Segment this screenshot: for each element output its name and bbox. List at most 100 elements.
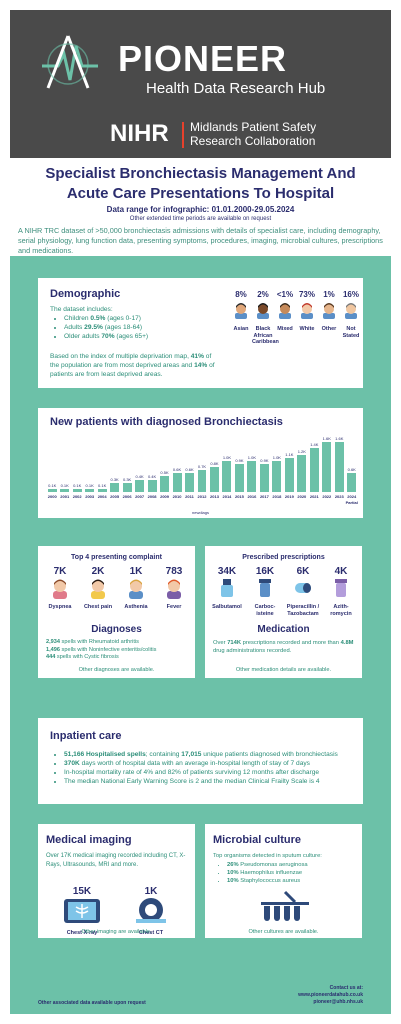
chart-bar: [197, 470, 207, 492]
diagnosis-item: 2,934 spells with Rheumatoid arthritis: [46, 639, 139, 645]
prescription-label: Carboc-isteine: [254, 604, 276, 617]
chart-category-label: 2001: [60, 494, 70, 499]
chart-value-label: 1.6K: [335, 436, 344, 441]
chart-value-label: 0.9K: [235, 457, 244, 463]
chart-category-label: 2013: [210, 494, 219, 499]
brand-subtitle: Health Data Research Hub: [146, 80, 326, 97]
medicine-bottle-icon: [259, 579, 271, 597]
content-panel: Demographic The dataset includes: Childr…: [10, 256, 391, 1014]
prescription-count: 16K: [255, 566, 275, 577]
inpatient-item: 370K days worth of hospital data with an…: [64, 759, 369, 768]
chart-bar: [60, 488, 70, 492]
chart-category-label: 2018: [272, 494, 282, 499]
microbial-list: 26% Pseudomonas aeruginosa 10% Haemophil…: [213, 861, 308, 885]
ct-scanner-icon: [136, 898, 166, 923]
chart-value-label: 1.2K: [297, 448, 306, 454]
ethnicity-pct: 1%: [323, 290, 335, 299]
prescription-label: Piperacillin / Tazobactam: [286, 604, 320, 617]
chart-bar: [47, 488, 57, 492]
chart-value-label: 0.1K: [73, 482, 82, 488]
diagnoses-list: 2,934 spells with Rheumatoid arthritis 1…: [46, 639, 191, 662]
chart-value-label: 1.4K: [310, 442, 319, 448]
chart-category-label: 2021: [309, 494, 319, 499]
chart-value-label: 0.1K: [48, 482, 57, 488]
complaint-count: 2K: [91, 566, 105, 577]
inpatient-heading: Inpatient care: [50, 730, 122, 742]
chart-category-label: 2022: [322, 494, 332, 499]
ethnicity-item: 1% Other: [318, 290, 340, 333]
demographic-includes: The dataset includes:: [50, 306, 113, 313]
chart-bar: [135, 479, 145, 492]
xray-icon: [64, 899, 100, 923]
person-icon: [301, 303, 313, 319]
inhaler-icon: [221, 579, 233, 597]
footer-contact: Contact us at: www.pioneerdatahub.co.uk …: [298, 985, 363, 1006]
ethnicity-label: Not Stated: [342, 326, 360, 339]
prescription-count: 6K: [296, 566, 310, 577]
brand-name: PIONEER: [118, 38, 288, 79]
demographic-heading: Demographic: [50, 288, 121, 300]
medicine-bottle-icon: [335, 579, 347, 597]
chart-bar: [222, 460, 232, 492]
chart-category-label: 2020: [297, 494, 307, 499]
chart-category-label: 2002: [72, 494, 82, 499]
chart-category-label: 2014: [222, 494, 232, 499]
imaging-xray-count: 15K: [72, 886, 92, 897]
chart-category-label: 2017: [259, 494, 269, 499]
nihr-divider: [182, 122, 184, 148]
contact-label: Contact us at:: [329, 985, 363, 991]
microbial-heading: Microbial culture: [213, 834, 302, 846]
chart-value-label: 0.9K: [260, 457, 269, 463]
prescription-count: 34K: [217, 566, 237, 577]
chart-bar: [334, 442, 344, 492]
chart-bar: [147, 479, 157, 492]
microbial-card: Microbial culture Top organisms detected…: [205, 824, 362, 938]
chart-value-label: 1.6K: [322, 436, 331, 441]
imaging-card: Medical imaging Over 17K medical imaging…: [38, 824, 195, 938]
prescription-item: 16K Carboc-isteine: [247, 566, 283, 617]
chart-category-label: 2015: [234, 494, 244, 499]
chart-bar: [160, 476, 170, 492]
new-patients-heading: New patients with diagnosed Bronchiectas…: [50, 416, 283, 428]
age-item-children: Children 0.5% (ages 0-17): [64, 314, 148, 323]
ethnicity-item: 2% Black African Caribbean: [252, 290, 279, 346]
complaint-item: 2K Chest pain: [80, 566, 116, 611]
chart-value-label: 0.7K: [197, 464, 207, 470]
ethnicity-label: Mixed: [277, 326, 293, 332]
chart-partial-note: Partial: [345, 500, 358, 505]
chart-bar: [309, 448, 319, 492]
person-icon: [323, 303, 335, 319]
chart-bar: [347, 473, 357, 492]
chart-value-label: 0.8K: [210, 461, 219, 466]
ethnicity-label: Other: [321, 326, 337, 332]
ethnicity-item: 8% Asian: [230, 290, 252, 333]
imaging-ct-label: Chest CT: [138, 930, 164, 936]
nihr-subtitle-line2: Research Collaboration: [190, 134, 316, 148]
chart-value-label: 0.3K: [122, 476, 132, 482]
prescription-item: 34K Salbutamol: [209, 566, 245, 611]
chart-category-label: 2010: [172, 494, 182, 499]
complaint-label: Asthenia: [124, 604, 148, 610]
complaints-card: Top 4 presenting complaint 7K Dyspnea 2K Ch…: [38, 546, 195, 678]
page-title-line2: Acute Care Presentations To Hospital: [66, 185, 335, 202]
header-banner: PIONEER Health Data Research Hub NIHR Mi…: [10, 10, 391, 158]
ethnicity-label: Asian: [233, 326, 249, 332]
chart-category-label: 2016: [247, 494, 257, 499]
contact-website-link[interactable]: www.pioneerdatahub.co.uk: [298, 992, 363, 998]
complaint-item: 783 Fever: [156, 566, 192, 611]
age-item-adults: Adults 29.5% (ages 18-64): [64, 323, 148, 332]
organism-item: 10% Haemophilus influenzae: [227, 869, 308, 877]
chart-category-label: 2023: [334, 494, 344, 499]
nihr-logo: NIHR: [110, 120, 169, 147]
patient-icon: [129, 579, 143, 599]
chart-value-label: 0.1K: [98, 482, 107, 488]
complaints-heading: Top 4 presenting complaint: [71, 554, 162, 561]
chart-xlabel: newdiags: [192, 510, 209, 515]
chart-bar: [297, 454, 307, 492]
chart-value-label: 1.1K: [285, 451, 294, 457]
chart-bar: [85, 488, 95, 492]
contact-email-link[interactable]: pioneer@uhb.nhs.uk: [313, 999, 363, 1005]
chart-category-label: 2024: [347, 494, 357, 499]
imaging-xray: 15K Chest X-ray: [52, 886, 112, 937]
chart-value-label: 0.3K: [110, 476, 119, 482]
